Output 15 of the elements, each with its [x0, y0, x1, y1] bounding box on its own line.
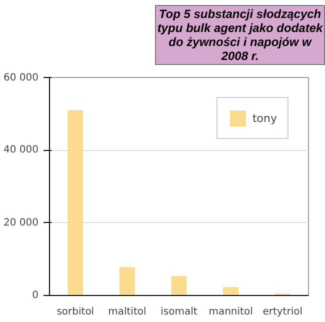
y-tick-label: 0 [32, 290, 39, 301]
x-tick-label: ertytriol [262, 306, 303, 318]
bar [68, 110, 84, 296]
x-tick-label: maltitol [108, 306, 146, 318]
x-tick-label: isomalt [160, 306, 198, 318]
bar [223, 287, 239, 296]
legend-label: tony [252, 112, 277, 124]
y-tick-label: 20 000 [4, 217, 39, 228]
x-tick-label: sorbitol [56, 306, 94, 318]
chart-title: Top 5 substancji słodzących typu bulk agent jako dodatek do żywności i napojów w 2008 r. [155, 5, 325, 65]
bar [171, 276, 187, 296]
y-tick-label: 40 000 [4, 144, 39, 156]
bar [119, 267, 135, 296]
x-tick-label: mannitol [208, 306, 253, 318]
y-tick-label: 60 000 [4, 72, 39, 84]
